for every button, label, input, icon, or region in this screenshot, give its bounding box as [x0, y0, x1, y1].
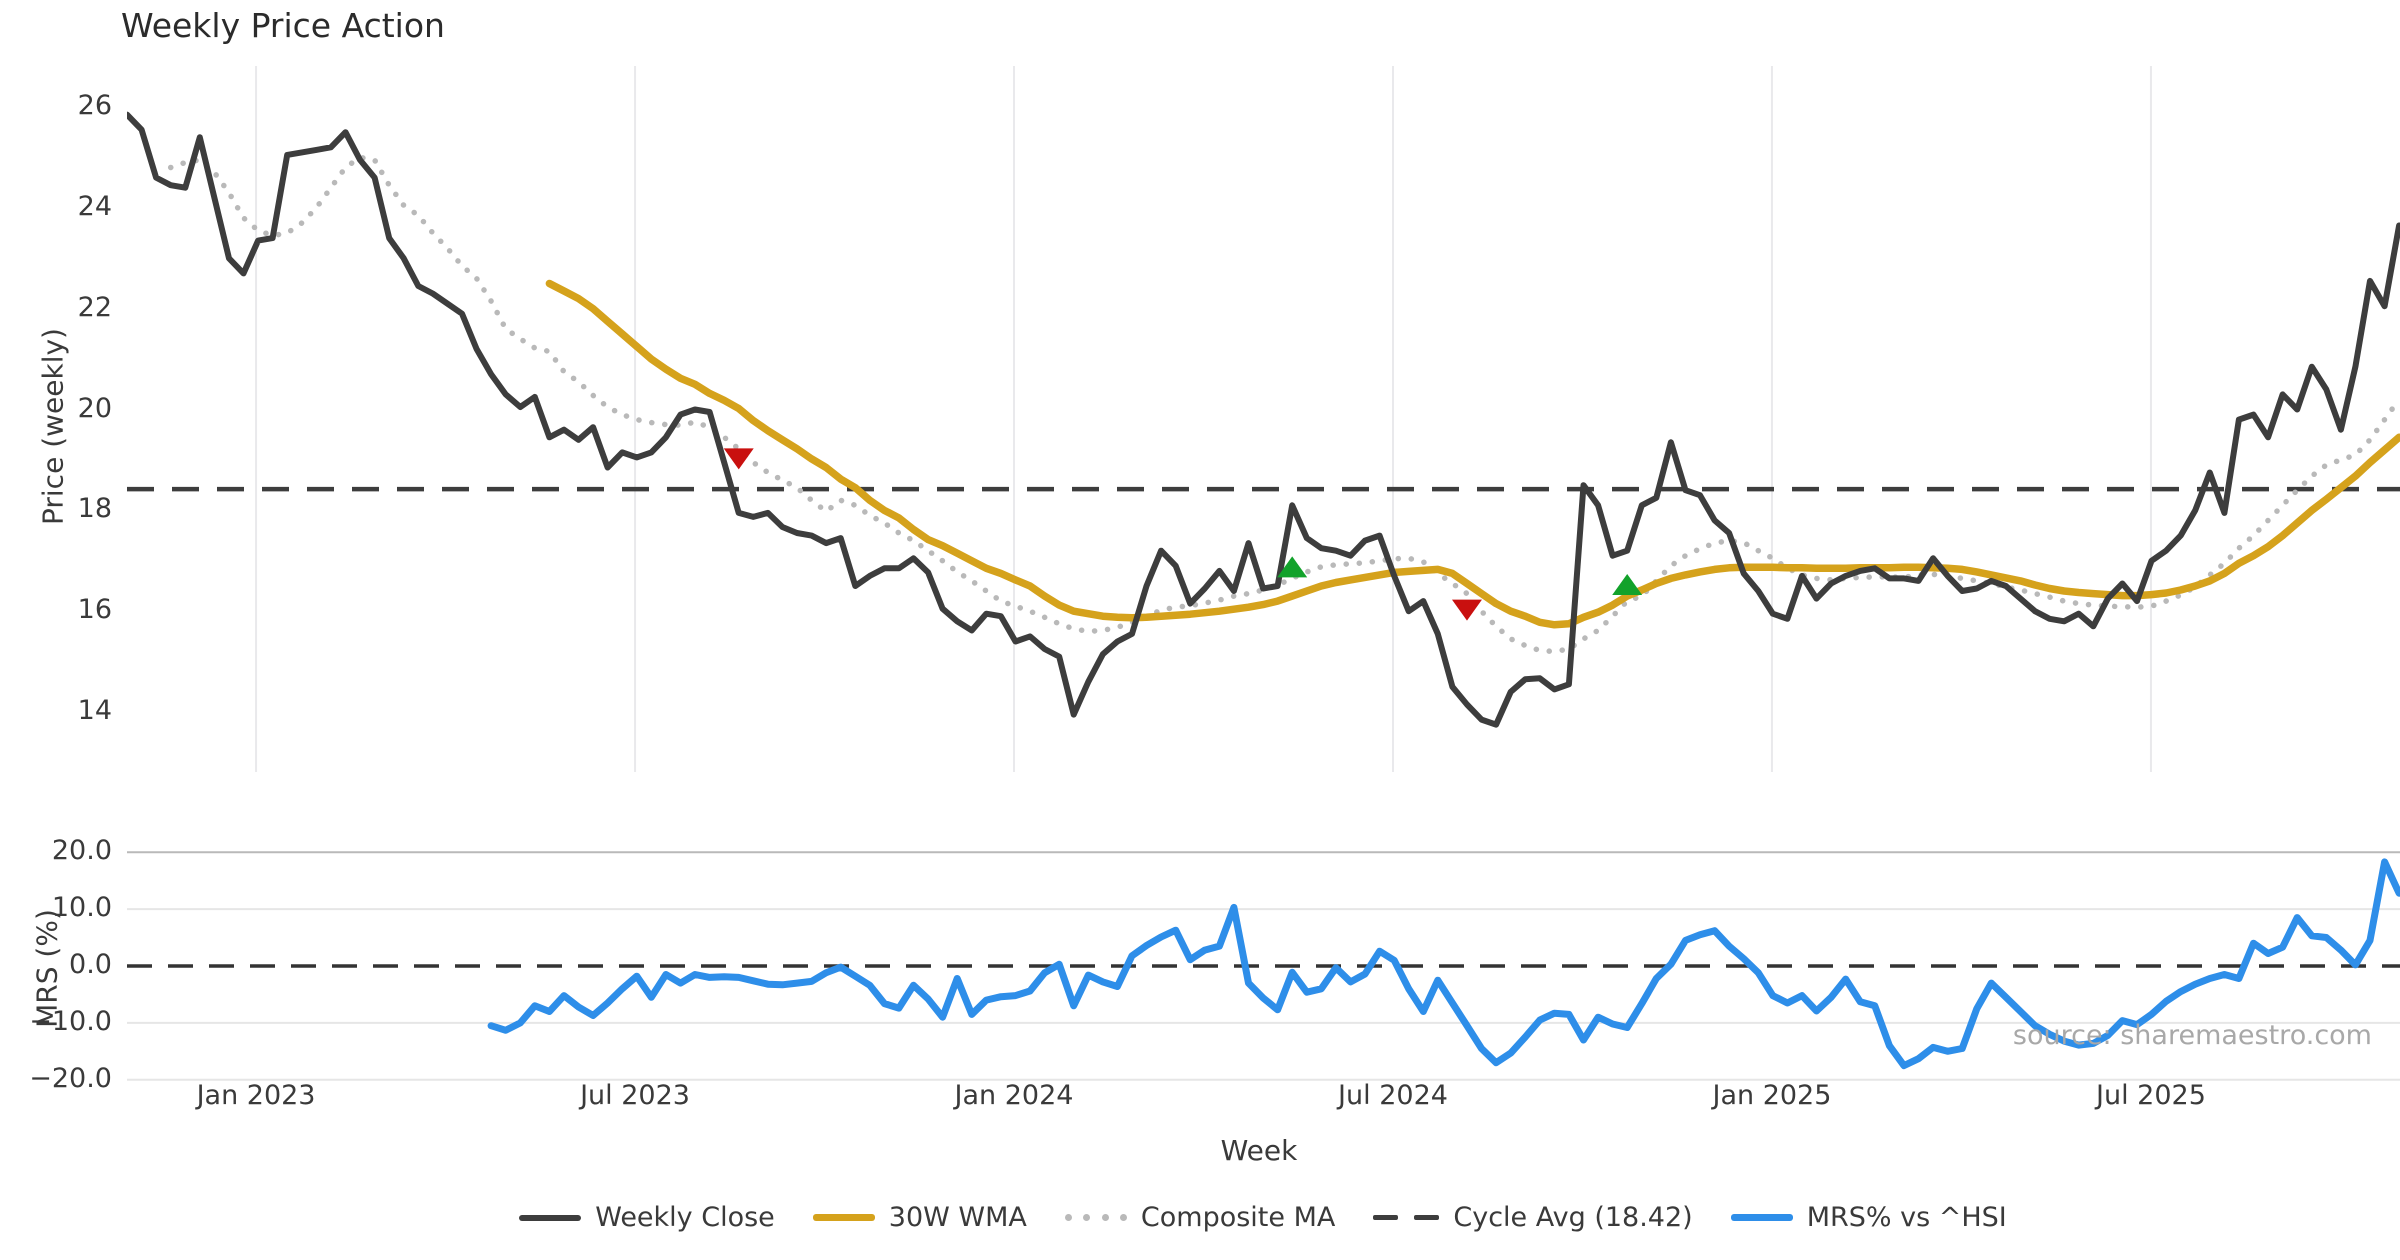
weekly-close-line — [127, 111, 2400, 728]
price-y-tick-label: 20 — [77, 392, 112, 424]
legend-item-30w-wma: 30W WMA — [812, 1202, 1027, 1233]
price-y-tick-label: 18 — [77, 493, 112, 525]
mrs-line — [487, 858, 2400, 1070]
sell-signal-marker-icon — [1451, 599, 1482, 621]
price-y-tick-label: 24 — [77, 190, 112, 222]
price-y-tick-label: 14 — [77, 695, 112, 727]
composite-ma-line — [167, 154, 2400, 655]
legend-item-composite-ma: Composite MA — [1064, 1202, 1336, 1233]
weekly-close-line-swatch-icon — [519, 1214, 582, 1221]
legend-label: Cycle Avg (18.42) — [1453, 1202, 1693, 1233]
legend-label: Composite MA — [1140, 1202, 1336, 1233]
legend-item-mrs: MRS% vs ^HSI — [1730, 1202, 2007, 1233]
week-axis-label: Week — [1220, 1134, 1298, 1167]
x-tick-label: Jan 2025 — [1712, 1080, 1832, 1111]
mrs-y-tick-label: −20.0 — [29, 1062, 112, 1094]
wma-line — [545, 279, 2400, 629]
x-tick-label: Jul 2025 — [2096, 1080, 2206, 1111]
x-tick-label: Jan 2023 — [196, 1080, 316, 1111]
chart-legend: Weekly Close 30W WMA Composite MA Cycle … — [126, 1202, 2400, 1233]
page-title: Weekly Price Action — [121, 6, 445, 45]
buy-signal-marker-icon — [1277, 556, 1308, 578]
sell-signal-marker-icon — [723, 448, 754, 470]
mrs-y-tick-label: −10.0 — [29, 1005, 112, 1037]
mrs-y-tick-label: 20.0 — [51, 835, 112, 867]
x-tick-label: Jan 2024 — [954, 1080, 1074, 1111]
price-y-tick-label: 26 — [77, 90, 112, 121]
price-y-tick-label: 22 — [77, 291, 112, 323]
x-tick-label: Jul 2023 — [580, 1080, 690, 1111]
legend-label: Weekly Close — [595, 1202, 775, 1233]
price-y-tick-label: 16 — [77, 594, 112, 626]
mrs-line-swatch-icon — [1730, 1214, 1793, 1221]
mrs-y-tick-label: 10.0 — [51, 892, 112, 924]
composite-ma-dotted-swatch-icon — [1064, 1214, 1127, 1221]
legend-item-cycle-avg: Cycle Avg (18.42) — [1373, 1202, 1693, 1233]
legend-item-weekly-close: Weekly Close — [519, 1202, 775, 1233]
cycle-avg-dashed-swatch-icon — [1373, 1215, 1440, 1220]
legend-label: 30W WMA — [888, 1202, 1027, 1233]
source-note: source: sharemaestro.com — [2012, 1020, 2372, 1051]
wma-line-swatch-icon — [812, 1214, 875, 1221]
buy-signal-marker-icon — [1612, 573, 1643, 595]
x-tick-label: Jul 2024 — [1338, 1080, 1448, 1111]
legend-label: MRS% vs ^HSI — [1806, 1202, 2007, 1233]
mrs-y-tick-label: 0.0 — [69, 949, 112, 980]
